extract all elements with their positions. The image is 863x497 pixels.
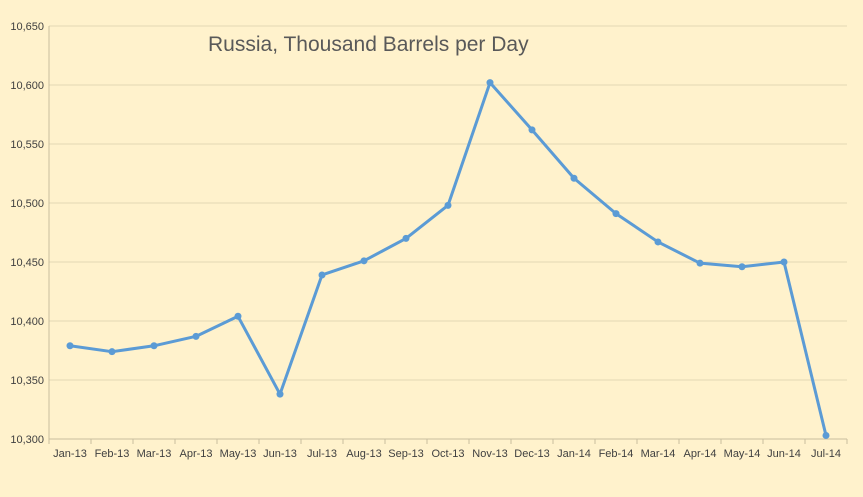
y-tick-label: 10,400 [10, 316, 44, 328]
y-tick-label: 10,600 [10, 80, 44, 92]
data-point [234, 312, 242, 320]
x-tick-label: Feb-13 [95, 448, 130, 460]
data-point [192, 332, 200, 340]
data-point [360, 257, 368, 265]
data-point [402, 234, 410, 242]
x-tick-label: Mar-13 [137, 448, 172, 460]
y-tick-label: 10,500 [10, 198, 44, 210]
x-tick-label: Jun-13 [263, 448, 297, 460]
chart-title: Russia, Thousand Barrels per Day [208, 33, 529, 56]
series-layer [66, 79, 830, 439]
data-point [654, 238, 662, 246]
x-tick-label: Jul-14 [811, 448, 841, 460]
y-tick-label: 10,300 [10, 434, 44, 446]
data-point [486, 79, 494, 87]
x-tick-label: May-13 [220, 448, 257, 460]
x-tick-label: Sep-13 [388, 448, 423, 460]
data-point [738, 263, 746, 271]
x-tick-label: Oct-13 [431, 448, 464, 460]
series-line [68, 81, 828, 437]
x-tick-label: Feb-14 [599, 448, 634, 460]
x-tick-label: Aug-13 [346, 448, 381, 460]
y-tick-label: 10,650 [10, 21, 44, 33]
x-tick-label: Apr-13 [179, 448, 212, 460]
data-point [570, 174, 578, 182]
x-tick-label: Dec-13 [514, 448, 549, 460]
y-tick-label: 10,350 [10, 375, 44, 387]
x-tick-label: Jan-13 [53, 448, 87, 460]
x-tick-label: Jul-13 [307, 448, 337, 460]
x-axis-tick-labels: Jan-13 Feb-13 Mar-13 Apr-13 May-13 Jun-13 Jul-… [53, 448, 841, 460]
data-point [108, 348, 116, 356]
grid-layer [48, 25, 848, 444]
x-tick-label: Jan-14 [557, 448, 591, 460]
x-tick-label: Nov-13 [472, 448, 507, 460]
data-point [612, 210, 620, 218]
data-point [66, 342, 74, 350]
data-point [444, 201, 452, 209]
x-tick-label: Mar-14 [641, 448, 676, 460]
x-tick-label: Jun-14 [767, 448, 801, 460]
data-point [696, 259, 704, 267]
data-point [822, 431, 830, 439]
y-axis-tick-labels: 10,300 10,350 10,400 10,450 10,500 10,550 10,6… [10, 21, 44, 446]
data-point [276, 390, 284, 398]
x-tick-label: Apr-14 [683, 448, 716, 460]
data-point [318, 271, 326, 279]
x-tick-label: May-14 [724, 448, 761, 460]
data-point [528, 126, 536, 134]
data-point [780, 258, 788, 266]
y-tick-label: 10,450 [10, 257, 44, 269]
data-point [150, 342, 158, 350]
y-tick-label: 10,550 [10, 139, 44, 151]
